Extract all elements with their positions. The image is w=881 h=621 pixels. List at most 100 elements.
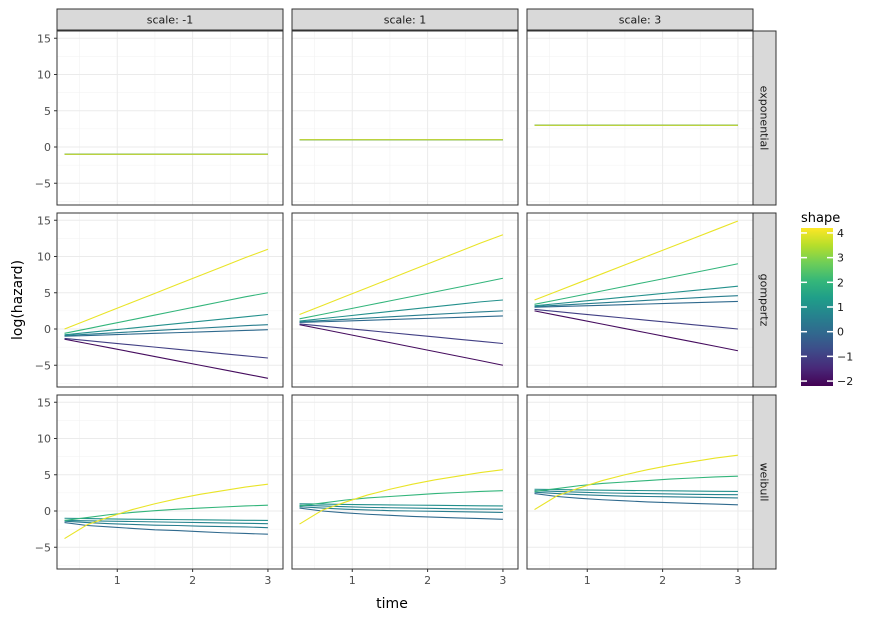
series-line — [299, 324, 504, 366]
panel-background — [527, 31, 753, 205]
y-tick-label: −5 — [35, 359, 51, 372]
column-strip — [291, 8, 519, 31]
y-tick-label: −5 — [35, 177, 51, 190]
y-tick-label: −5 — [35, 541, 51, 554]
panel-background — [57, 31, 283, 205]
series-line — [64, 517, 268, 521]
colorbar-label: 2 — [837, 276, 844, 289]
panel-border — [526, 212, 754, 388]
legend-title: shape — [801, 211, 840, 226]
colorbar-label: 1 — [837, 301, 844, 314]
panel-background — [292, 213, 518, 387]
panel-background — [292, 31, 518, 205]
panel-background — [527, 395, 753, 569]
series-line — [534, 475, 738, 492]
panel-border — [56, 394, 284, 570]
facet-panel: 1 2 3 — [291, 394, 519, 587]
series-line — [299, 299, 503, 322]
series-line — [534, 493, 738, 506]
series-line — [299, 234, 504, 316]
y-tick-label: 0 — [44, 141, 51, 154]
column-strip — [56, 8, 284, 31]
x-tick-label: 2 — [659, 574, 666, 587]
panel-border — [56, 30, 284, 206]
row-strip-label: gompertz — [758, 274, 771, 327]
x-tick-label: 1 — [114, 574, 121, 587]
series-line — [64, 248, 269, 330]
x-tick-label: 1 — [584, 574, 591, 587]
series-line — [64, 313, 268, 336]
series-line — [534, 300, 738, 308]
series-line — [534, 454, 738, 511]
colorbar-label: 4 — [837, 227, 844, 240]
y-tick-label: 10 — [37, 433, 51, 446]
panel-background — [292, 395, 518, 569]
series-line — [299, 507, 503, 520]
facet-panel — [526, 30, 754, 206]
facet-panel: −5 0 5 10 15 1 2 3 — [35, 394, 284, 587]
series-line — [299, 277, 504, 320]
series-line — [299, 506, 503, 513]
x-tick-label: 2 — [189, 574, 196, 587]
column-strip — [526, 8, 754, 31]
panels-layer: scale: -1 scale: 1 scale: 3 exponential gomp… — [35, 8, 777, 587]
series-line — [299, 315, 503, 324]
facet-panel: −5 0 5 10 15 — [35, 30, 284, 206]
series-line — [64, 292, 269, 334]
y-tick-label: 0 — [44, 323, 51, 336]
y-tick-label: 0 — [44, 505, 51, 518]
x-axis-title: time — [376, 596, 408, 612]
series-line — [64, 337, 268, 359]
series-line — [534, 220, 739, 301]
facet-panel — [526, 212, 754, 388]
panel-border — [526, 394, 754, 570]
series-line — [534, 295, 738, 308]
y-tick-label: 5 — [44, 105, 51, 118]
panel-background — [57, 395, 283, 569]
series-line — [299, 310, 503, 323]
y-tick-label: 15 — [37, 396, 51, 409]
colorbar-label: 0 — [837, 326, 844, 339]
y-tick-label: 10 — [37, 251, 51, 264]
series-line — [299, 503, 503, 507]
series-line — [64, 483, 268, 540]
y-tick-label: 10 — [37, 69, 51, 82]
y-tick-label: 5 — [44, 469, 51, 482]
series-line — [64, 338, 269, 379]
panel-border — [291, 212, 519, 388]
colorbar-label: −2 — [837, 375, 853, 388]
row-strip-label: weibull — [758, 463, 771, 502]
panel-background — [527, 213, 753, 387]
series-line — [299, 490, 503, 507]
series-line — [534, 310, 739, 352]
panel-background — [57, 213, 283, 387]
column-strip-label: scale: -1 — [147, 14, 194, 27]
series-line — [64, 520, 268, 529]
series-line — [534, 263, 739, 305]
series-line — [64, 329, 268, 337]
series-line — [534, 308, 738, 330]
facet-panel — [291, 212, 519, 388]
series-line — [299, 469, 503, 525]
x-tick-label: 2 — [424, 574, 431, 587]
row-strip-label: exponential — [758, 86, 771, 151]
series-line — [299, 323, 503, 345]
x-tick-label: 3 — [264, 574, 271, 587]
series-line — [534, 285, 738, 307]
panel-border — [291, 394, 519, 570]
series-line — [534, 488, 738, 492]
colorbar-label: −1 — [837, 350, 853, 363]
panel-border — [56, 212, 284, 388]
series-line — [64, 522, 268, 535]
y-axis-title: log(hazard) — [10, 260, 26, 340]
colorbar-label: 3 — [837, 252, 844, 265]
facet-panel: 1 2 3 — [526, 394, 754, 587]
x-tick-label: 3 — [499, 574, 506, 587]
x-tick-label: 3 — [734, 574, 741, 587]
facet-panel: −5 0 5 10 15 — [35, 212, 284, 388]
colorbar-legend: shape 4 3 2 1 0 −1 −2 — [801, 211, 853, 388]
series-line — [64, 504, 268, 521]
y-tick-label: 15 — [37, 214, 51, 227]
series-line — [64, 324, 268, 337]
